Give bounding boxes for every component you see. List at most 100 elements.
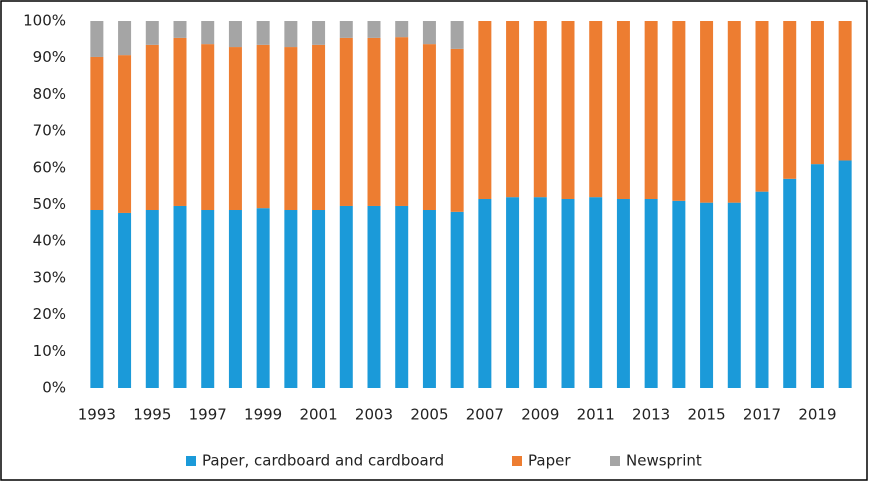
y-tick-label: 50% xyxy=(33,195,66,213)
x-tick-label: 2005 xyxy=(410,406,448,424)
x-tick-label: 1993 xyxy=(78,406,116,424)
bar-segment xyxy=(256,21,270,45)
y-tick-label: 70% xyxy=(33,122,66,140)
bar-segment xyxy=(533,21,547,198)
legend-swatch xyxy=(186,456,196,466)
bar-segment xyxy=(173,21,187,38)
y-tick-label: 60% xyxy=(33,158,66,176)
bar-segment xyxy=(201,21,215,45)
y-tick-label: 40% xyxy=(33,232,66,250)
bar-segment xyxy=(312,210,326,388)
bar-segment xyxy=(783,21,797,179)
bar-segment xyxy=(810,21,824,165)
bar-segment xyxy=(228,47,242,211)
x-tick-label: 2011 xyxy=(577,406,615,424)
bar-segment xyxy=(284,47,298,211)
bar-segment xyxy=(838,21,852,161)
bar-segment xyxy=(118,212,132,388)
bar-segment xyxy=(506,21,520,198)
x-tick-label: 2001 xyxy=(299,406,337,424)
legend-label: Paper xyxy=(528,452,571,470)
legend-swatch xyxy=(512,456,522,466)
bar-segment xyxy=(90,56,104,211)
x-tick-label: 2003 xyxy=(355,406,393,424)
bar-segment xyxy=(367,37,381,206)
bar-segment xyxy=(450,21,464,49)
y-tick-label: 90% xyxy=(33,48,66,66)
bar-segment xyxy=(422,44,436,211)
bar-segment xyxy=(201,44,215,211)
bar-segment xyxy=(700,21,714,203)
legend-label: Newsprint xyxy=(626,452,702,470)
y-tick-label: 20% xyxy=(33,305,66,323)
bar-segment xyxy=(256,44,270,209)
bar-segment xyxy=(339,21,353,38)
bar-segment xyxy=(339,205,353,388)
bar-segment xyxy=(90,210,104,388)
bar-segment xyxy=(838,160,852,388)
bar-segment xyxy=(589,197,603,388)
bar-segment xyxy=(395,37,409,206)
bar-segment xyxy=(284,21,298,48)
bar-segment xyxy=(118,55,132,213)
bar-segment xyxy=(367,205,381,388)
bar-segment xyxy=(228,210,242,388)
x-tick-label: 1997 xyxy=(189,406,227,424)
bar-segment xyxy=(506,197,520,388)
bar-segment xyxy=(644,198,658,388)
bar-segment xyxy=(589,21,603,198)
bar-segment xyxy=(533,197,547,388)
bar-segment xyxy=(173,37,187,206)
bar-segment xyxy=(145,21,159,45)
bar-segment xyxy=(284,210,298,388)
bar-segment xyxy=(644,21,658,199)
bar-segment xyxy=(422,21,436,45)
x-tick-label: 2017 xyxy=(743,406,781,424)
bar-segment xyxy=(672,200,686,388)
bar-segment xyxy=(616,21,630,199)
bar-segment xyxy=(173,205,187,388)
bar-segment xyxy=(228,21,242,48)
bar-segment xyxy=(700,202,714,388)
x-tick-label: 1999 xyxy=(244,406,282,424)
bar-segment xyxy=(367,21,381,38)
bar-segment xyxy=(450,48,464,212)
bar-segment xyxy=(616,198,630,388)
bar-segment xyxy=(672,21,686,201)
bar-segment xyxy=(145,44,159,211)
y-tick-label: 100% xyxy=(23,12,66,30)
legend-label: Paper, cardboard and cardboard xyxy=(202,452,444,470)
y-tick-label: 80% xyxy=(33,85,66,103)
bar-segment xyxy=(90,21,104,57)
bar-segment xyxy=(755,191,769,388)
bar-segment xyxy=(783,178,797,388)
bar-segment xyxy=(755,21,769,192)
bar-segment xyxy=(395,21,409,38)
legend-swatch xyxy=(610,456,620,466)
x-tick-label: 2007 xyxy=(466,406,504,424)
bar-segment xyxy=(727,21,741,203)
bar-segment xyxy=(450,211,464,388)
bar-segment xyxy=(478,21,492,199)
bar-segment xyxy=(256,208,270,388)
x-tick-label: 2019 xyxy=(798,406,836,424)
x-tick-label: 2015 xyxy=(687,406,725,424)
y-tick-label: 30% xyxy=(33,268,66,286)
x-tick-label: 2013 xyxy=(632,406,670,424)
x-tick-label: 1995 xyxy=(133,406,171,424)
bar-segment xyxy=(312,44,326,211)
y-tick-label: 0% xyxy=(42,379,66,397)
bar-segment xyxy=(339,37,353,206)
bar-segment xyxy=(727,202,741,388)
bar-segment xyxy=(478,198,492,388)
bar-segment xyxy=(145,210,159,388)
bar-segment xyxy=(561,198,575,388)
bar-segment xyxy=(810,164,824,388)
y-tick-label: 10% xyxy=(33,342,66,360)
bar-segment xyxy=(422,210,436,388)
bar-segment xyxy=(118,21,132,56)
bar-segment xyxy=(395,205,409,388)
bar-segment xyxy=(312,21,326,45)
bar-segment xyxy=(201,210,215,388)
